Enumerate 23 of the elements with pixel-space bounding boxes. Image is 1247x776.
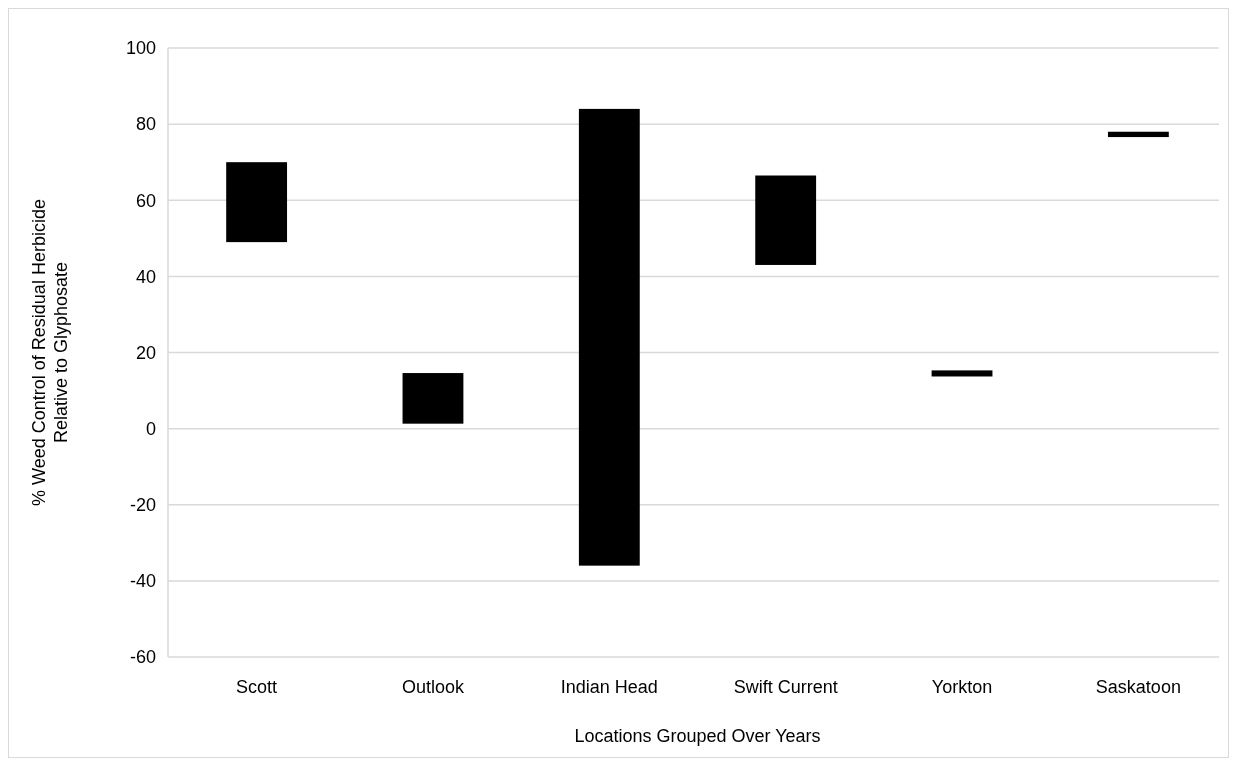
bar xyxy=(755,175,817,265)
x-axis-title: Locations Grouped Over Years xyxy=(574,726,821,746)
x-tick-label: Scott xyxy=(236,677,278,697)
x-tick-label: Outlook xyxy=(401,677,465,697)
y-axis-title: % Weed Control of Residual Herbicide Relative to Glyphosate xyxy=(29,199,71,506)
y-tick-label: 100 xyxy=(125,38,156,59)
x-tick-label: Saskatoon xyxy=(1095,677,1181,697)
bar xyxy=(578,108,640,566)
x-tick-label: Yorkton xyxy=(931,677,993,697)
bar xyxy=(931,370,993,377)
x-tick-label: Indian Head xyxy=(560,677,658,697)
y-tick-label: 80 xyxy=(135,114,156,135)
y-tick-label: 20 xyxy=(135,342,156,363)
bar xyxy=(402,373,464,424)
y-tick-label: 40 xyxy=(135,266,156,287)
bar xyxy=(1107,131,1169,138)
y-tick-label: -60 xyxy=(129,647,156,668)
y-tick-label: 0 xyxy=(145,418,156,439)
x-tick-label: Swift Current xyxy=(733,677,838,697)
y-tick-label: -40 xyxy=(129,571,156,592)
y-tick-label: -20 xyxy=(129,495,156,516)
y-tick-label: 60 xyxy=(135,190,156,211)
bar xyxy=(226,162,288,243)
